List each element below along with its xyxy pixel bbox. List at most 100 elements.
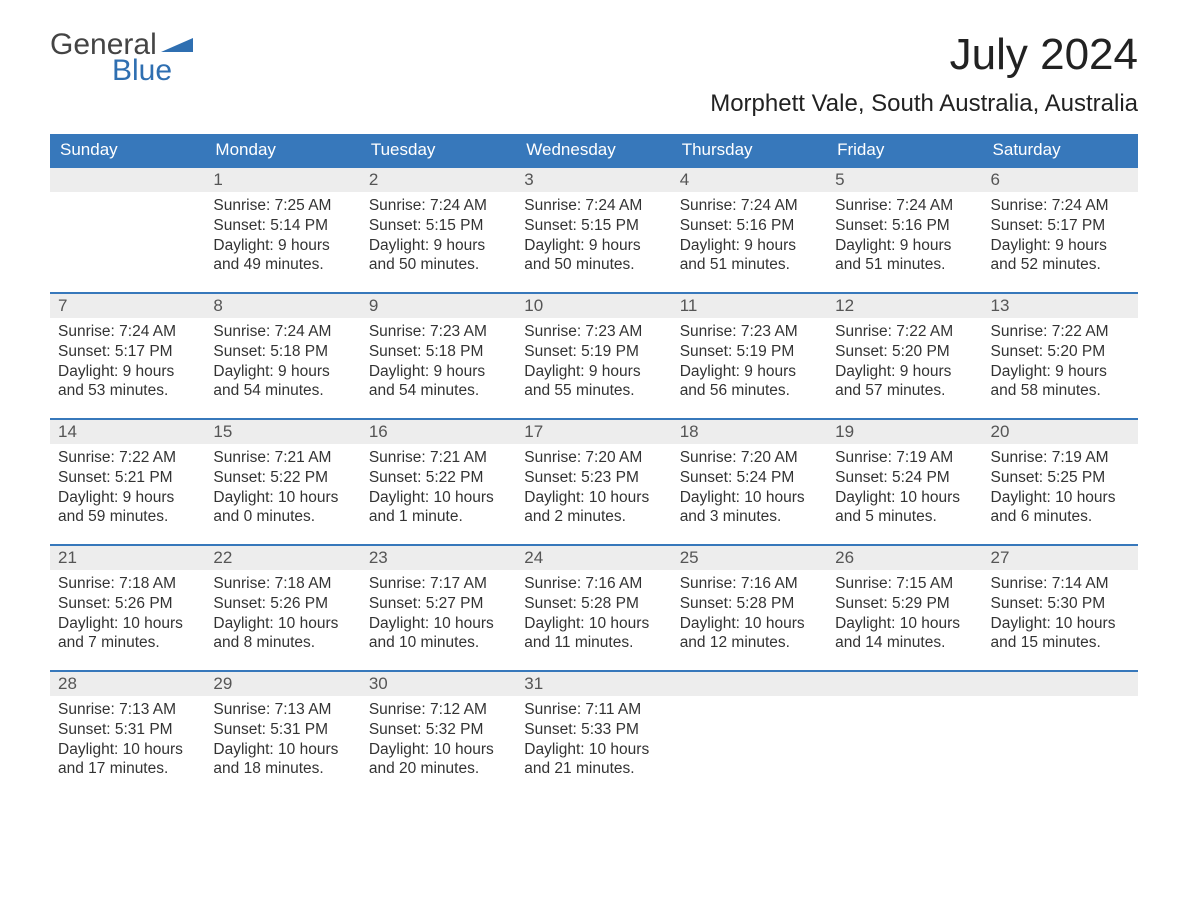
day-number: 16 — [361, 418, 516, 444]
day-number: 26 — [827, 544, 982, 570]
calendar-day-cell: 11Sunrise: 7:23 AMSunset: 5:19 PMDayligh… — [672, 292, 827, 418]
day-body: Sunrise: 7:15 AMSunset: 5:29 PMDaylight:… — [827, 570, 982, 661]
calendar-day-cell: 31Sunrise: 7:11 AMSunset: 5:33 PMDayligh… — [516, 670, 671, 796]
day-number: 6 — [983, 166, 1138, 192]
day-body: Sunrise: 7:24 AMSunset: 5:15 PMDaylight:… — [361, 192, 516, 283]
page-header: General Blue July 2024 Morphett Vale, So… — [50, 30, 1138, 128]
month-title: July 2024 — [710, 30, 1138, 80]
day-number: 20 — [983, 418, 1138, 444]
calendar-day-cell: 8Sunrise: 7:24 AMSunset: 5:18 PMDaylight… — [205, 292, 360, 418]
calendar-day-cell — [50, 166, 205, 292]
calendar-day-cell: 19Sunrise: 7:19 AMSunset: 5:24 PMDayligh… — [827, 418, 982, 544]
day-body: Sunrise: 7:13 AMSunset: 5:31 PMDaylight:… — [50, 696, 205, 787]
calendar-day-cell: 22Sunrise: 7:18 AMSunset: 5:26 PMDayligh… — [205, 544, 360, 670]
day-body — [827, 696, 982, 708]
calendar-day-cell: 30Sunrise: 7:12 AMSunset: 5:32 PMDayligh… — [361, 670, 516, 796]
day-number: 8 — [205, 292, 360, 318]
calendar-head: SundayMondayTuesdayWednesdayThursdayFrid… — [50, 134, 1138, 166]
day-number — [827, 670, 982, 696]
calendar-day-cell: 3Sunrise: 7:24 AMSunset: 5:15 PMDaylight… — [516, 166, 671, 292]
calendar-table: SundayMondayTuesdayWednesdayThursdayFrid… — [50, 134, 1138, 796]
day-number: 25 — [672, 544, 827, 570]
day-number: 21 — [50, 544, 205, 570]
day-number: 31 — [516, 670, 671, 696]
calendar-day-cell: 26Sunrise: 7:15 AMSunset: 5:29 PMDayligh… — [827, 544, 982, 670]
day-body: Sunrise: 7:24 AMSunset: 5:16 PMDaylight:… — [672, 192, 827, 283]
calendar-day-cell: 5Sunrise: 7:24 AMSunset: 5:16 PMDaylight… — [827, 166, 982, 292]
calendar-day-cell: 25Sunrise: 7:16 AMSunset: 5:28 PMDayligh… — [672, 544, 827, 670]
day-number: 30 — [361, 670, 516, 696]
day-body: Sunrise: 7:24 AMSunset: 5:17 PMDaylight:… — [983, 192, 1138, 283]
day-body — [50, 192, 205, 204]
day-body: Sunrise: 7:17 AMSunset: 5:27 PMDaylight:… — [361, 570, 516, 661]
day-number — [672, 670, 827, 696]
day-number: 4 — [672, 166, 827, 192]
calendar-day-cell: 20Sunrise: 7:19 AMSunset: 5:25 PMDayligh… — [983, 418, 1138, 544]
weekday-header: Tuesday — [361, 134, 516, 166]
day-number: 3 — [516, 166, 671, 192]
day-body: Sunrise: 7:22 AMSunset: 5:20 PMDaylight:… — [827, 318, 982, 409]
weekday-header: Friday — [827, 134, 982, 166]
calendar-day-cell: 27Sunrise: 7:14 AMSunset: 5:30 PMDayligh… — [983, 544, 1138, 670]
day-number: 22 — [205, 544, 360, 570]
day-body: Sunrise: 7:11 AMSunset: 5:33 PMDaylight:… — [516, 696, 671, 787]
calendar-body: 1Sunrise: 7:25 AMSunset: 5:14 PMDaylight… — [50, 166, 1138, 796]
day-number: 14 — [50, 418, 205, 444]
calendar-week-row: 14Sunrise: 7:22 AMSunset: 5:21 PMDayligh… — [50, 418, 1138, 544]
day-body — [672, 696, 827, 708]
day-body: Sunrise: 7:24 AMSunset: 5:18 PMDaylight:… — [205, 318, 360, 409]
day-body: Sunrise: 7:21 AMSunset: 5:22 PMDaylight:… — [205, 444, 360, 535]
weekday-header: Thursday — [672, 134, 827, 166]
calendar-day-cell: 7Sunrise: 7:24 AMSunset: 5:17 PMDaylight… — [50, 292, 205, 418]
calendar-week-row: 1Sunrise: 7:25 AMSunset: 5:14 PMDaylight… — [50, 166, 1138, 292]
calendar-day-cell: 28Sunrise: 7:13 AMSunset: 5:31 PMDayligh… — [50, 670, 205, 796]
day-number: 24 — [516, 544, 671, 570]
day-number: 29 — [205, 670, 360, 696]
calendar-day-cell: 17Sunrise: 7:20 AMSunset: 5:23 PMDayligh… — [516, 418, 671, 544]
weekday-row: SundayMondayTuesdayWednesdayThursdayFrid… — [50, 134, 1138, 166]
calendar-day-cell: 23Sunrise: 7:17 AMSunset: 5:27 PMDayligh… — [361, 544, 516, 670]
day-body: Sunrise: 7:23 AMSunset: 5:19 PMDaylight:… — [672, 318, 827, 409]
day-body: Sunrise: 7:16 AMSunset: 5:28 PMDaylight:… — [672, 570, 827, 661]
day-body — [983, 696, 1138, 708]
day-number: 13 — [983, 292, 1138, 318]
day-number: 18 — [672, 418, 827, 444]
day-body: Sunrise: 7:24 AMSunset: 5:16 PMDaylight:… — [827, 192, 982, 283]
weekday-header: Monday — [205, 134, 360, 166]
day-number: 5 — [827, 166, 982, 192]
day-body: Sunrise: 7:23 AMSunset: 5:18 PMDaylight:… — [361, 318, 516, 409]
calendar-day-cell — [672, 670, 827, 796]
day-body: Sunrise: 7:20 AMSunset: 5:23 PMDaylight:… — [516, 444, 671, 535]
day-body: Sunrise: 7:18 AMSunset: 5:26 PMDaylight:… — [205, 570, 360, 661]
calendar-day-cell: 10Sunrise: 7:23 AMSunset: 5:19 PMDayligh… — [516, 292, 671, 418]
calendar-day-cell: 16Sunrise: 7:21 AMSunset: 5:22 PMDayligh… — [361, 418, 516, 544]
day-number: 12 — [827, 292, 982, 318]
calendar-week-row: 21Sunrise: 7:18 AMSunset: 5:26 PMDayligh… — [50, 544, 1138, 670]
calendar-day-cell: 1Sunrise: 7:25 AMSunset: 5:14 PMDaylight… — [205, 166, 360, 292]
calendar-day-cell: 2Sunrise: 7:24 AMSunset: 5:15 PMDaylight… — [361, 166, 516, 292]
calendar-day-cell — [827, 670, 982, 796]
day-number — [50, 166, 205, 192]
weekday-header: Saturday — [983, 134, 1138, 166]
day-body: Sunrise: 7:18 AMSunset: 5:26 PMDaylight:… — [50, 570, 205, 661]
day-body: Sunrise: 7:23 AMSunset: 5:19 PMDaylight:… — [516, 318, 671, 409]
calendar-day-cell: 9Sunrise: 7:23 AMSunset: 5:18 PMDaylight… — [361, 292, 516, 418]
day-body: Sunrise: 7:22 AMSunset: 5:21 PMDaylight:… — [50, 444, 205, 535]
day-body: Sunrise: 7:22 AMSunset: 5:20 PMDaylight:… — [983, 318, 1138, 409]
calendar-day-cell: 21Sunrise: 7:18 AMSunset: 5:26 PMDayligh… — [50, 544, 205, 670]
day-body: Sunrise: 7:19 AMSunset: 5:24 PMDaylight:… — [827, 444, 982, 535]
day-body: Sunrise: 7:21 AMSunset: 5:22 PMDaylight:… — [361, 444, 516, 535]
calendar-day-cell: 6Sunrise: 7:24 AMSunset: 5:17 PMDaylight… — [983, 166, 1138, 292]
day-number: 7 — [50, 292, 205, 318]
calendar-day-cell: 13Sunrise: 7:22 AMSunset: 5:20 PMDayligh… — [983, 292, 1138, 418]
calendar-day-cell: 4Sunrise: 7:24 AMSunset: 5:16 PMDaylight… — [672, 166, 827, 292]
day-number: 27 — [983, 544, 1138, 570]
day-number: 2 — [361, 166, 516, 192]
day-body: Sunrise: 7:14 AMSunset: 5:30 PMDaylight:… — [983, 570, 1138, 661]
day-body: Sunrise: 7:12 AMSunset: 5:32 PMDaylight:… — [361, 696, 516, 787]
day-body: Sunrise: 7:16 AMSunset: 5:28 PMDaylight:… — [516, 570, 671, 661]
day-body: Sunrise: 7:13 AMSunset: 5:31 PMDaylight:… — [205, 696, 360, 787]
calendar-week-row: 28Sunrise: 7:13 AMSunset: 5:31 PMDayligh… — [50, 670, 1138, 796]
day-number: 17 — [516, 418, 671, 444]
day-number: 19 — [827, 418, 982, 444]
